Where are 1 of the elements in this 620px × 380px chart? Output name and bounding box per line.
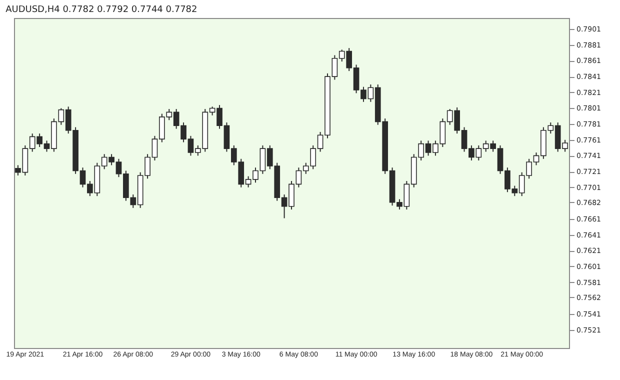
chart-title: AUDUSD,H4 0.7782 0.7792 0.7744 0.7782 [6,5,198,15]
